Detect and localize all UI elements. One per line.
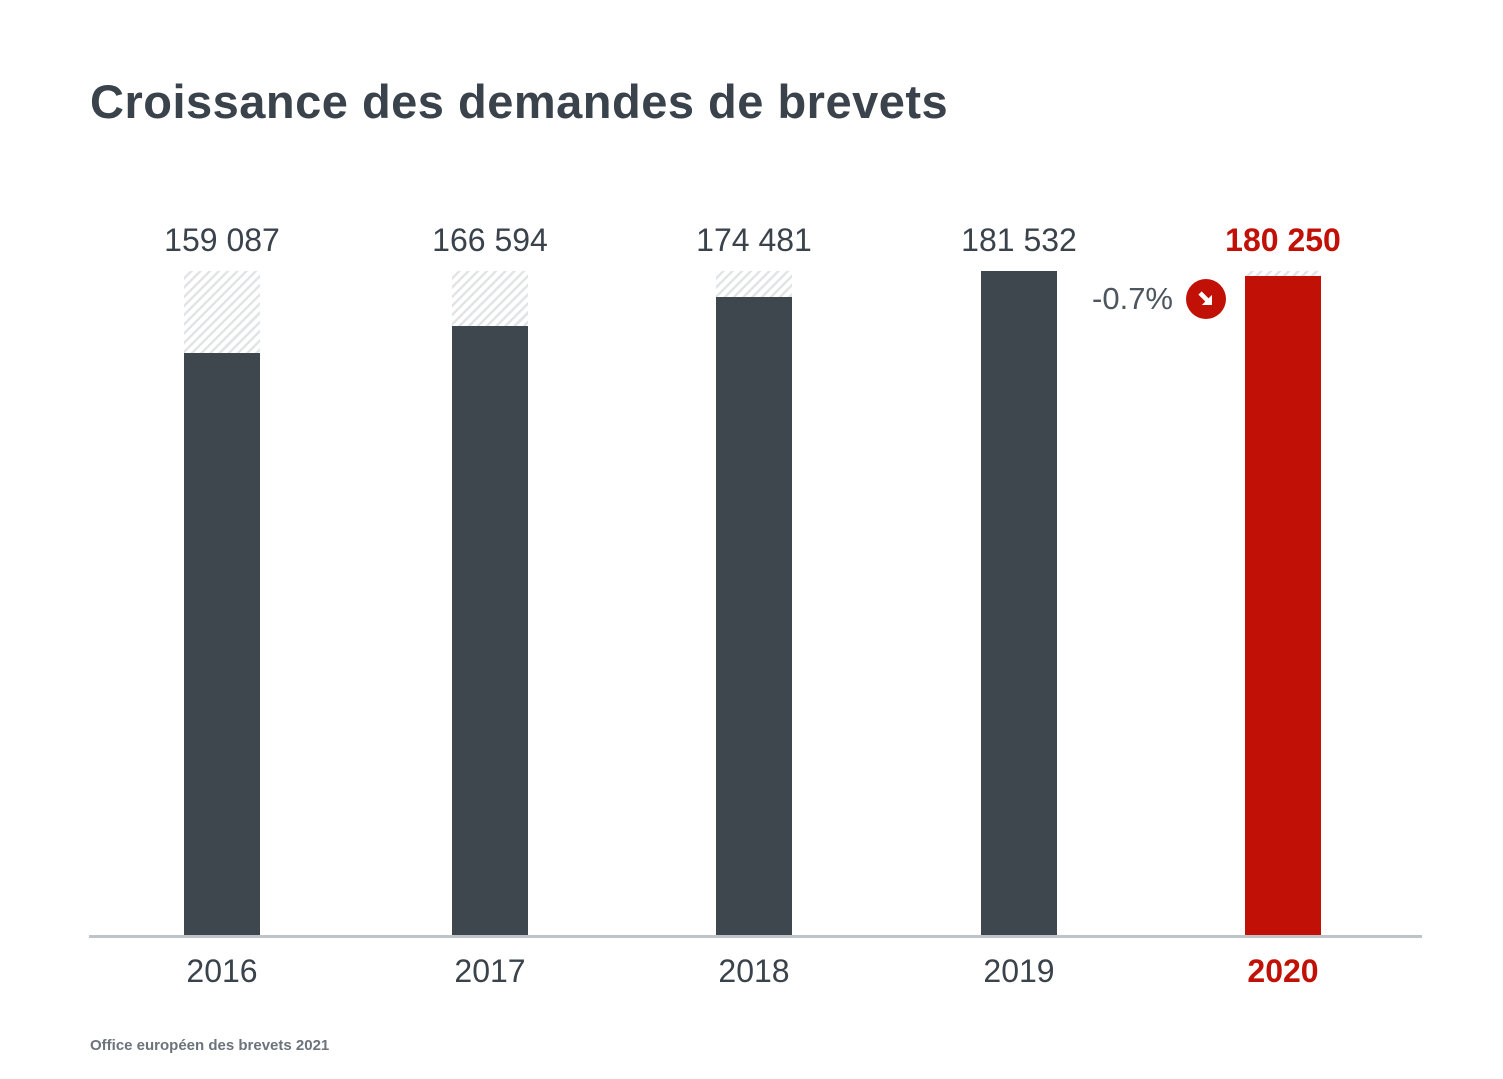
bar-group-2017: 166 594 2017: [410, 222, 570, 989]
x-axis-label-2019: 2019: [983, 953, 1055, 989]
change-value-label: -0.7%: [1092, 281, 1173, 316]
bar-2017: [452, 326, 528, 935]
bar-ghost-hatch: [1245, 271, 1321, 276]
bar-group-2019: 181 532 2019: [939, 222, 1099, 989]
bar-stack: [981, 271, 1057, 935]
arrow-down-right-icon: [1186, 279, 1226, 319]
bar-stack: [716, 271, 792, 935]
bar-value-label-2017: 166 594: [432, 222, 548, 258]
bar-group-2020: 180 250 2020: [1203, 222, 1363, 989]
bar-value-label-2020: 180 250: [1225, 222, 1341, 258]
x-axis-label-2018: 2018: [718, 953, 790, 989]
x-axis-label-2016: 2016: [186, 953, 258, 989]
bar-group-2018: 174 481 2018: [674, 222, 834, 989]
bar-2019: [981, 271, 1057, 935]
source-caption: Office européen des brevets 2021: [90, 1037, 330, 1054]
change-annotation: -0.7%: [1058, 279, 1226, 319]
bar-stack: [184, 271, 260, 935]
x-axis-label-2020: 2020: [1247, 953, 1319, 989]
bar-ghost-hatch: [716, 271, 792, 297]
bar-2020: [1245, 276, 1321, 935]
bar-ghost-hatch: [184, 271, 260, 353]
bar-2016: [184, 353, 260, 935]
bar-stack: [1245, 271, 1321, 935]
bar-value-label-2018: 174 481: [696, 222, 812, 258]
bar-2018: [716, 297, 792, 935]
bar-value-label-2016: 159 087: [164, 222, 280, 258]
bar-group-2016: 159 087 2016: [142, 222, 302, 989]
x-axis-label-2017: 2017: [454, 953, 526, 989]
chart-title: Croissance des demandes de brevets: [90, 75, 949, 128]
x-axis-line: [89, 935, 1422, 938]
bar-stack: [452, 271, 528, 935]
bar-value-label-2019: 181 532: [961, 222, 1077, 258]
bar-ghost-hatch: [452, 271, 528, 326]
